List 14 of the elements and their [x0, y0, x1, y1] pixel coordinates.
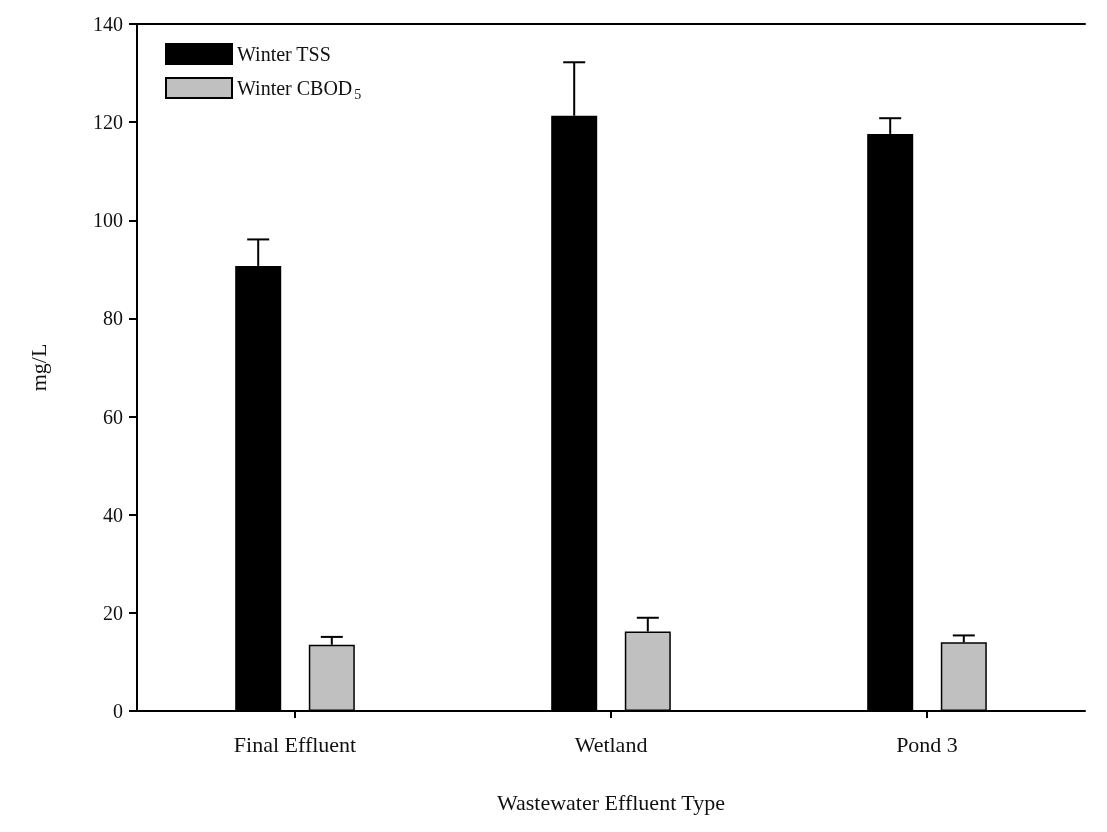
y-tick-label: 120 [93, 111, 123, 134]
y-tick-label: 60 [103, 405, 123, 428]
x-tick-label: Pond 3 [896, 731, 958, 757]
x-axis-title: Wastewater Effluent Type [496, 789, 726, 815]
y-tick-label: 100 [93, 209, 123, 232]
y-tick-label: 40 [103, 503, 123, 526]
x-tick-label: Wetland [574, 731, 648, 757]
legend-label: Winter TSS [237, 43, 331, 65]
y-tick-label: 0 [113, 700, 123, 722]
y-tick-label: 140 [93, 13, 123, 35]
y-axis-title: mg/L [25, 343, 51, 392]
y-tick-label: 80 [103, 307, 123, 330]
x-tick-label: Final Effluent [233, 731, 357, 757]
y-tick-label: 20 [103, 601, 123, 624]
